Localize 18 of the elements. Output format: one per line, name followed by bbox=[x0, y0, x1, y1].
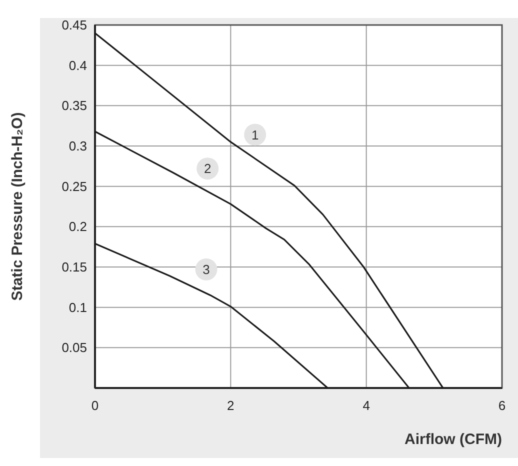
series-label: 1 bbox=[251, 127, 259, 142]
series-label: 3 bbox=[202, 262, 210, 277]
y-tick-label: 0.45 bbox=[62, 18, 87, 33]
y-tick-label: 0.15 bbox=[62, 260, 87, 275]
y-tick-label: 0.1 bbox=[68, 300, 87, 315]
x-axis-title: Airflow (CFM) bbox=[404, 431, 502, 448]
y-tick-label: 0.3 bbox=[68, 138, 87, 154]
y-axis-title: Static Pressure (Inch-H₂O) bbox=[9, 112, 26, 301]
x-tick-label: 0 bbox=[91, 398, 99, 413]
y-tick-label: 0.4 bbox=[68, 58, 87, 73]
y-tick-label: 0.2 bbox=[68, 219, 87, 234]
x-tick-label: 6 bbox=[498, 398, 506, 413]
series-label: 2 bbox=[204, 161, 212, 176]
y-tick-label: 0.25 bbox=[62, 178, 87, 194]
x-tick-label: 2 bbox=[227, 398, 234, 413]
y-tick-label: 0.05 bbox=[62, 340, 87, 356]
x-tick-label: 4 bbox=[362, 398, 370, 413]
y-tick-label: 0.35 bbox=[62, 98, 87, 114]
